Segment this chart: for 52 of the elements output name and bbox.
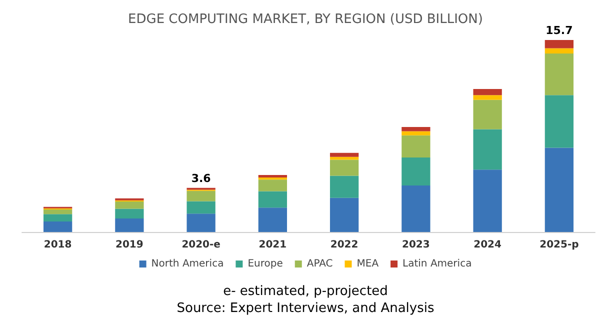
bar	[258, 177, 288, 180]
x-tick-label: 2019	[116, 240, 144, 250]
bar	[258, 191, 288, 208]
bar	[402, 135, 430, 158]
bar	[330, 176, 359, 198]
bar	[43, 214, 72, 222]
bar	[43, 221, 72, 232]
bar	[544, 148, 574, 232]
bar	[330, 156, 359, 160]
source-note: Source: Expert Interviews, and Analysis	[176, 301, 434, 316]
legend-label: Latin America	[402, 258, 472, 270]
bar	[115, 218, 144, 232]
x-tick-label: 2025-p	[540, 240, 579, 250]
legend-label: MEA	[356, 258, 379, 270]
bar	[402, 158, 430, 186]
x-tick-label: 2023	[402, 240, 430, 250]
bar	[402, 131, 430, 136]
x-tick-label: 2018	[44, 240, 72, 250]
bar	[258, 180, 288, 192]
bar	[473, 88, 502, 96]
x-tick-label: 2024	[474, 240, 502, 250]
legend-label: APAC	[306, 258, 333, 270]
bar	[115, 208, 144, 219]
bar	[544, 48, 574, 54]
bar	[544, 40, 574, 48]
annotation: 15.7	[546, 24, 573, 37]
bar	[258, 208, 288, 232]
bar	[330, 152, 359, 157]
x-tick-label: 2020-e	[182, 240, 221, 250]
bar	[43, 210, 72, 214]
x-tick-label: 2022	[330, 240, 358, 250]
annotation: 3.6	[191, 172, 212, 185]
bar	[186, 190, 216, 202]
bar	[186, 214, 216, 232]
bar	[402, 126, 430, 132]
bar	[186, 201, 216, 214]
bar	[115, 201, 144, 209]
bar	[544, 95, 574, 148]
bar	[473, 129, 502, 170]
text: e- estimated, p-projected	[223, 284, 388, 299]
bar	[473, 95, 502, 100]
bar	[473, 100, 502, 130]
bar	[402, 186, 430, 232]
chart-title: EDGE COMPUTING MARKET, BY REGION (USD BILLION)	[128, 12, 483, 27]
bar	[544, 53, 574, 96]
x-tick-label: 2021	[258, 240, 287, 250]
legend-label: Europe	[248, 258, 283, 270]
legend-label: North America	[151, 258, 224, 270]
bar	[258, 174, 288, 178]
bar	[330, 160, 359, 176]
bar	[330, 198, 359, 232]
bar	[473, 170, 502, 232]
